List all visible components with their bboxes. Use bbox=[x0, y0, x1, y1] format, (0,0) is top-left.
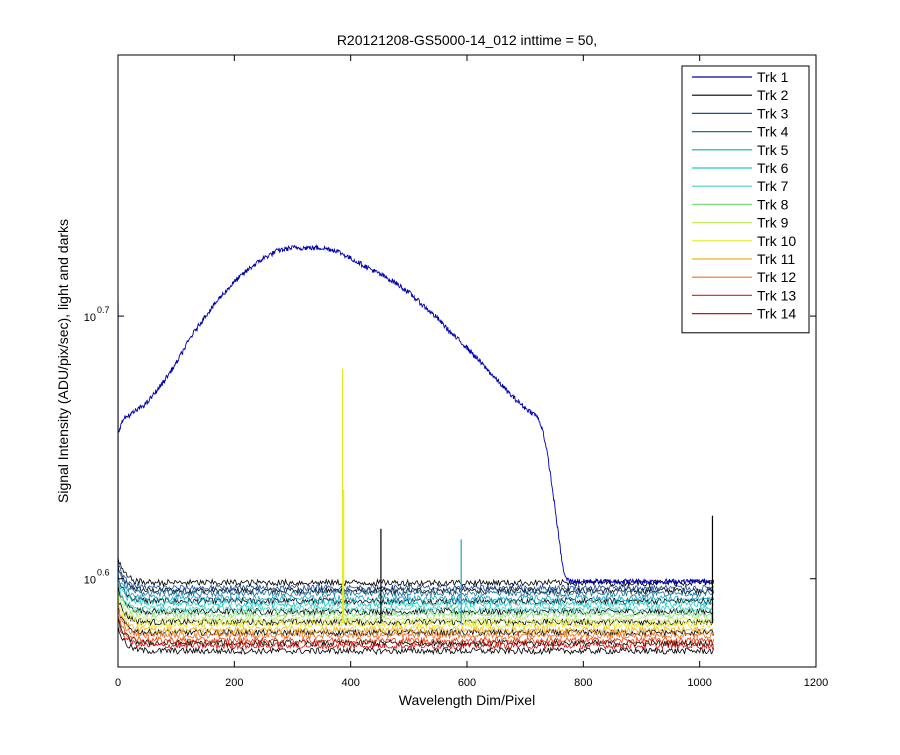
legend-label: Trk 2 bbox=[757, 87, 789, 103]
legend-label: Trk 9 bbox=[757, 215, 789, 231]
series-line-trk-7 bbox=[118, 583, 714, 614]
series-line-trk-13 bbox=[118, 615, 714, 646]
y-tick-label: 10 bbox=[84, 312, 96, 324]
y-tick-exponent: 0.7 bbox=[97, 305, 110, 315]
dark-trace-7 bbox=[118, 625, 714, 656]
series-line-trk-2 bbox=[118, 557, 714, 588]
series-line-trk-6 bbox=[118, 581, 714, 609]
legend-box bbox=[681, 65, 810, 334]
x-tick-label: 800 bbox=[574, 677, 592, 689]
x-tick-label: 200 bbox=[225, 677, 243, 689]
series-line-trk-14 bbox=[118, 619, 714, 651]
series-line-trk-8 bbox=[118, 591, 714, 619]
legend-label: Trk 1 bbox=[757, 69, 789, 85]
legend: Trk 1 Trk 2 Trk 3 Trk 4 Trk 5 Trk 6 Trk 7 Trk 8… bbox=[681, 65, 810, 334]
legend-label: Trk 13 bbox=[757, 287, 796, 303]
series-layer bbox=[118, 243, 715, 656]
series-line-trk-11 bbox=[118, 608, 714, 635]
legend-label: Trk 3 bbox=[757, 105, 789, 121]
y-tick-exponent: 0.6 bbox=[97, 568, 110, 578]
x-axis-label: Wavelength Dim/Pixel bbox=[399, 692, 535, 708]
dark-trace-6 bbox=[118, 616, 714, 648]
x-tick-label: 600 bbox=[458, 677, 476, 689]
x-tick-label: 400 bbox=[341, 677, 359, 689]
legend-label: Trk 8 bbox=[757, 196, 789, 212]
x-tick-label: 0 bbox=[115, 677, 121, 689]
legend-label: Trk 11 bbox=[757, 251, 795, 267]
y-tick-label: 10 bbox=[84, 575, 96, 587]
series-line-trk-3 bbox=[118, 564, 714, 593]
chart-title: R20121208-GS5000-14_012 inttime = 50, bbox=[337, 32, 597, 48]
legend-label: Trk 5 bbox=[757, 142, 789, 158]
y-axis-label: Signal Intensity (ADU/pix/sec), light an… bbox=[55, 219, 71, 503]
legend-label: Trk 6 bbox=[757, 160, 789, 176]
legend-label: Trk 7 bbox=[757, 178, 789, 194]
legend-label: Trk 12 bbox=[757, 269, 796, 285]
series-line-trk-9 bbox=[118, 596, 714, 625]
series-line-trk-5 bbox=[118, 572, 714, 603]
x-tick-label: 1000 bbox=[687, 677, 711, 689]
legend-label: Trk 4 bbox=[757, 124, 789, 140]
legend-label: Trk 14 bbox=[757, 306, 796, 322]
x-tick-label: 1200 bbox=[804, 677, 828, 689]
series-line-trk-4 bbox=[118, 571, 714, 598]
legend-label: Trk 10 bbox=[757, 233, 796, 249]
series-line-trk-10 bbox=[118, 597, 714, 630]
dark-trace-3 bbox=[118, 585, 714, 617]
series-line-trk-1 bbox=[118, 243, 715, 586]
series-line-trk-12 bbox=[118, 610, 714, 640]
